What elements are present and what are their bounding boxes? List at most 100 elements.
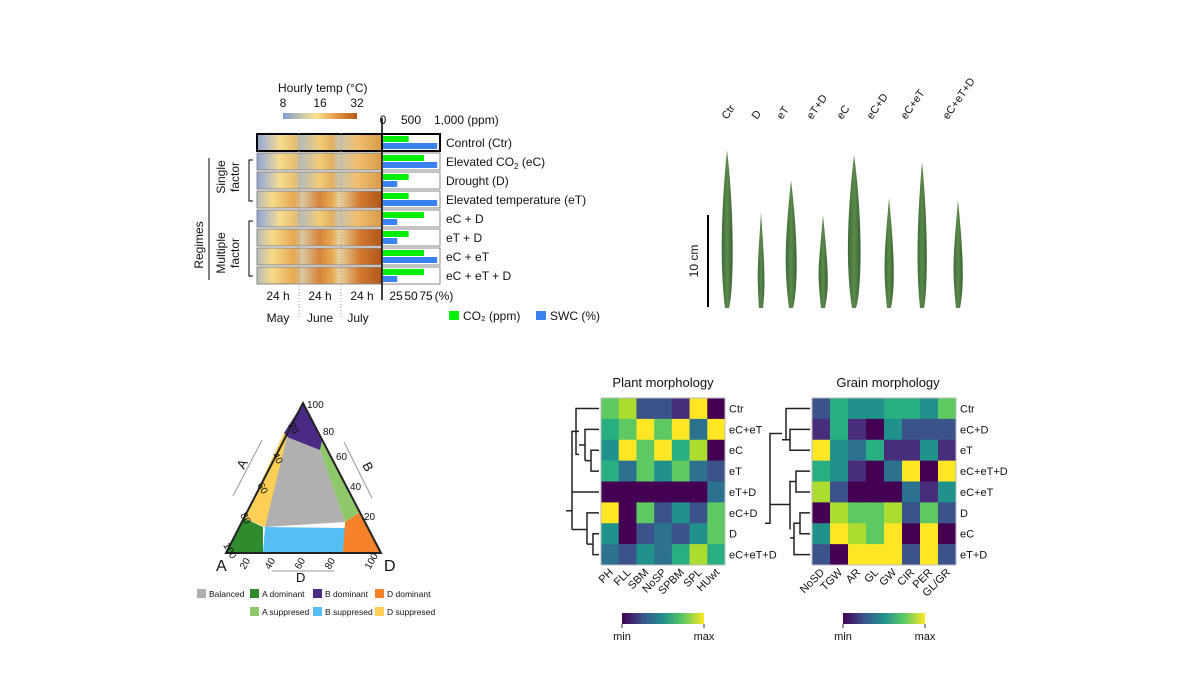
dendrogram: [765, 407, 810, 556]
left-axis-tick: 20: [285, 421, 300, 437]
row-label: eT+D: [729, 487, 756, 499]
tick-label: 100: [307, 400, 324, 411]
temperature-strip: [256, 133, 383, 152]
heatmap-cell: [812, 502, 831, 524]
heatmap-cell: [866, 502, 885, 524]
heatmap-cell: [848, 523, 867, 545]
heatmap-cell: [636, 523, 655, 545]
legend-label: D dominant: [387, 589, 431, 599]
swc-bar: [383, 200, 438, 206]
bottom-axis-tick: 100: [363, 551, 381, 571]
heatmap-cell: [884, 523, 903, 545]
swc-bar: [383, 238, 398, 244]
temperature-strip: [256, 152, 383, 171]
axis-a-arrow: [232, 439, 263, 497]
subgroup-label: factor: [228, 162, 242, 192]
subgroup-bracket: [248, 159, 253, 202]
heatmap-cell: [848, 502, 867, 524]
time-label: 24 h: [308, 289, 331, 303]
bottom-axis-tick: 20: [238, 556, 253, 572]
regimes-label: Regimes: [192, 221, 206, 268]
row-label: eC+eT+D: [729, 550, 777, 562]
temp-colorbar-tick: 16: [313, 96, 327, 110]
heatmap-cell: [866, 481, 885, 503]
axis-label-b: B: [359, 459, 376, 474]
colorbar-max-label: max: [915, 631, 936, 643]
heatmap-cell: [671, 502, 690, 524]
regime-label: Elevated CO2 (eC): [446, 155, 545, 171]
column-label: AR: [844, 567, 863, 586]
viridis-colorbar: [843, 613, 925, 624]
heatmap-cell: [671, 460, 690, 482]
heatmap-cell: [830, 418, 849, 441]
heatmap-cell: [671, 418, 690, 441]
dendrogram: [566, 407, 599, 556]
temp-colorbar: [283, 113, 357, 119]
column-label: GL: [862, 567, 881, 586]
heatmap-cell: [812, 523, 831, 545]
heatmap-cell: [848, 460, 867, 482]
heatmap-cell: [938, 418, 957, 441]
leaf-image: [721, 150, 733, 308]
co2-axis-tick: 0: [380, 113, 387, 127]
region-balanced: [265, 437, 345, 527]
heatmap-cell: [812, 418, 831, 441]
heatmap-cell: [654, 523, 673, 545]
scale-bar-label: 10 cm: [687, 245, 701, 278]
row-label: eT+D: [960, 550, 987, 562]
row-label: D: [729, 529, 737, 541]
leaf-image: [953, 200, 963, 308]
time-label: 24 h: [350, 289, 373, 303]
legend-label: A suppresed: [262, 607, 310, 617]
row-label: Ctr: [729, 403, 744, 415]
heatmap-cell: [601, 481, 620, 503]
heatmap-cell: [938, 544, 957, 566]
heatmap-cell: [884, 544, 903, 566]
heatmap-cell: [830, 439, 849, 461]
column-label: GW: [877, 566, 899, 588]
heatmap-cell: [866, 544, 885, 566]
heatmap-cell: [601, 502, 620, 524]
heatmap-cell: [601, 523, 620, 545]
heatmap-cell: [654, 418, 673, 441]
heatmap-cell: [884, 460, 903, 482]
heatmap-cell: [866, 398, 885, 420]
regime-label: eC + D: [446, 212, 484, 226]
vertex-label-a: A: [216, 558, 227, 575]
column-label: PH: [597, 567, 616, 586]
heatmap-cell: [884, 502, 903, 524]
legend-swatch: [250, 589, 259, 598]
heatmap-cell: [618, 523, 637, 545]
temperature-strip: [256, 190, 383, 209]
regime-label: Drought (D): [446, 174, 509, 188]
row-label: Ctr: [960, 403, 975, 415]
right-axis-tick: 40: [350, 482, 362, 493]
row-label: eC+eT: [960, 487, 994, 499]
heatmap-cell: [636, 398, 655, 420]
right-axis-tick: 80: [323, 427, 335, 438]
legend-swatch: [375, 607, 384, 616]
heatmap-cell: [689, 439, 708, 461]
heatmap-cell: [884, 418, 903, 441]
row-label: eC+D: [729, 508, 757, 520]
heatmap-cell: [902, 502, 921, 524]
legend-label: D suppresed: [387, 607, 435, 617]
subgroup-label: Single: [214, 160, 228, 194]
co2-bar: [383, 136, 409, 142]
heatmap-cell: [884, 481, 903, 503]
co2-bar: [383, 174, 409, 180]
heatmap-cell: [812, 544, 831, 566]
legend-swatch: [449, 311, 459, 320]
leaf-label: eC: [835, 103, 853, 121]
leaf-label: eC+D: [865, 92, 891, 122]
heatmap-cell: [830, 481, 849, 503]
leaf-label: D: [750, 108, 764, 121]
legend-label: A dominant: [262, 589, 305, 599]
heatmap-cell: [707, 502, 726, 524]
colorbar-min-label: min: [834, 631, 852, 643]
heatmap-cell: [920, 398, 939, 420]
swc-axis-tick: 25: [389, 289, 403, 303]
heatmap-cell: [938, 460, 957, 482]
